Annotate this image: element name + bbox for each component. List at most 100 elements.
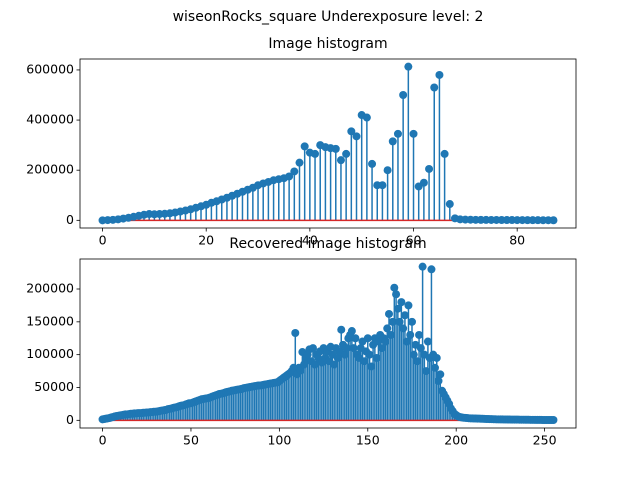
x-tick-label: 0 bbox=[99, 433, 107, 448]
stem-marker bbox=[425, 164, 434, 173]
stem-marker bbox=[435, 70, 444, 79]
stem-marker bbox=[367, 362, 376, 371]
stem-marker bbox=[413, 357, 422, 366]
stem-marker bbox=[549, 216, 558, 225]
stem-marker bbox=[295, 158, 304, 167]
stem-marker bbox=[416, 344, 425, 353]
stem-marker bbox=[372, 353, 381, 362]
axes-title: Recovered image histogram bbox=[229, 236, 426, 252]
axes-frame bbox=[79, 258, 577, 429]
y-tick-label: 50000 bbox=[34, 379, 74, 394]
stem-marker bbox=[409, 350, 418, 359]
stem-marker bbox=[349, 344, 358, 353]
y-tick-label: 200000 bbox=[26, 281, 74, 296]
y-tick-label: 600000 bbox=[26, 61, 74, 76]
stem-marker bbox=[432, 353, 441, 362]
stem-marker bbox=[390, 283, 399, 292]
stem-marker bbox=[337, 325, 346, 334]
stem-marker bbox=[418, 262, 427, 271]
stem-marker bbox=[445, 200, 454, 209]
stem-marker bbox=[352, 132, 361, 141]
y-tick-label: 200000 bbox=[26, 162, 74, 177]
stem-marker bbox=[300, 360, 309, 369]
stem-marker bbox=[296, 366, 305, 375]
x-tick-label: 250 bbox=[533, 433, 557, 448]
stem-marker bbox=[368, 159, 377, 168]
stem-marker bbox=[440, 149, 449, 158]
stem-marker bbox=[404, 62, 413, 71]
stem-marker bbox=[385, 309, 394, 318]
stem-marker bbox=[330, 360, 339, 369]
stem-marker bbox=[419, 178, 428, 187]
stem-marker bbox=[300, 142, 309, 151]
stem-marker bbox=[331, 144, 340, 153]
figure-title: wiseonRocks_square Underexposure level: … bbox=[173, 9, 484, 25]
stem-marker bbox=[285, 172, 294, 181]
stem-marker bbox=[290, 167, 299, 176]
stem-marker bbox=[430, 83, 439, 92]
stem-marker bbox=[333, 353, 342, 362]
stem-marker bbox=[383, 166, 392, 175]
y-tick-label: 0 bbox=[66, 412, 74, 427]
stem-marker bbox=[342, 344, 351, 353]
stem-marker bbox=[430, 363, 439, 372]
stem-marker bbox=[291, 328, 300, 337]
stem-marker bbox=[351, 334, 360, 343]
x-tick-label: 20 bbox=[198, 233, 214, 248]
stem-marker bbox=[415, 330, 424, 339]
x-tick-label: 0 bbox=[99, 233, 107, 248]
stem-marker bbox=[400, 311, 409, 320]
stem-marker bbox=[395, 317, 404, 326]
stem-marker bbox=[402, 337, 411, 346]
stem-marker bbox=[386, 330, 395, 339]
stem-marker bbox=[422, 367, 431, 376]
stem-marker bbox=[383, 324, 392, 333]
stem-marker bbox=[409, 129, 418, 138]
stem-marker bbox=[423, 337, 432, 346]
x-tick-label: 200 bbox=[444, 433, 468, 448]
stem-marker bbox=[310, 360, 319, 369]
stem-marker bbox=[388, 137, 397, 146]
y-tick-label: 400000 bbox=[26, 112, 74, 127]
stem-marker bbox=[377, 344, 386, 353]
stem-marker bbox=[393, 304, 402, 313]
x-tick-label: 40 bbox=[302, 233, 318, 248]
stem-marker bbox=[397, 298, 406, 307]
y-tick-label: 100000 bbox=[26, 346, 74, 361]
stem-marker bbox=[404, 301, 413, 310]
stem-marker bbox=[360, 357, 369, 366]
stem-marker bbox=[347, 127, 356, 136]
x-tick-label: 50 bbox=[183, 433, 199, 448]
x-tick-label: 80 bbox=[509, 233, 525, 248]
stem-marker bbox=[399, 91, 408, 100]
axes-frame bbox=[79, 58, 577, 229]
stem-marker bbox=[336, 156, 345, 165]
x-tick-label: 100 bbox=[267, 433, 291, 448]
stem-marker bbox=[308, 344, 317, 353]
stem-marker bbox=[363, 334, 372, 343]
stem-marker bbox=[362, 113, 371, 122]
stem-marker bbox=[436, 370, 445, 379]
stem-marker bbox=[340, 350, 349, 359]
stem-marker bbox=[365, 350, 374, 359]
axes-title: Image histogram bbox=[268, 36, 387, 52]
stem-marker bbox=[392, 290, 401, 299]
stem-marker bbox=[434, 376, 443, 385]
stem-marker bbox=[549, 415, 558, 424]
stem-marker bbox=[378, 181, 387, 190]
stem-marker bbox=[311, 149, 320, 158]
stem-marker bbox=[407, 317, 416, 326]
stem-marker bbox=[388, 317, 397, 326]
y-tick-label: 150000 bbox=[26, 313, 74, 328]
stem-marker bbox=[393, 129, 402, 138]
stem-marker bbox=[406, 330, 415, 339]
stem-marker bbox=[342, 149, 351, 158]
stem-marker bbox=[347, 327, 356, 336]
x-tick-label: 60 bbox=[406, 233, 422, 248]
x-tick-label: 150 bbox=[356, 433, 380, 448]
stem-marker bbox=[427, 265, 436, 274]
stem-marker bbox=[399, 324, 408, 333]
stem-marker bbox=[381, 337, 390, 346]
y-tick-label: 0 bbox=[66, 212, 74, 227]
